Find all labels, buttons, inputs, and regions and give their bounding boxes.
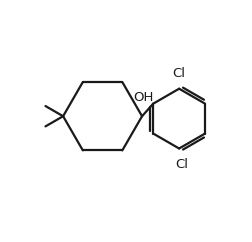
Text: Cl: Cl xyxy=(174,158,187,171)
Text: Cl: Cl xyxy=(172,67,185,80)
Text: OH: OH xyxy=(133,91,153,104)
